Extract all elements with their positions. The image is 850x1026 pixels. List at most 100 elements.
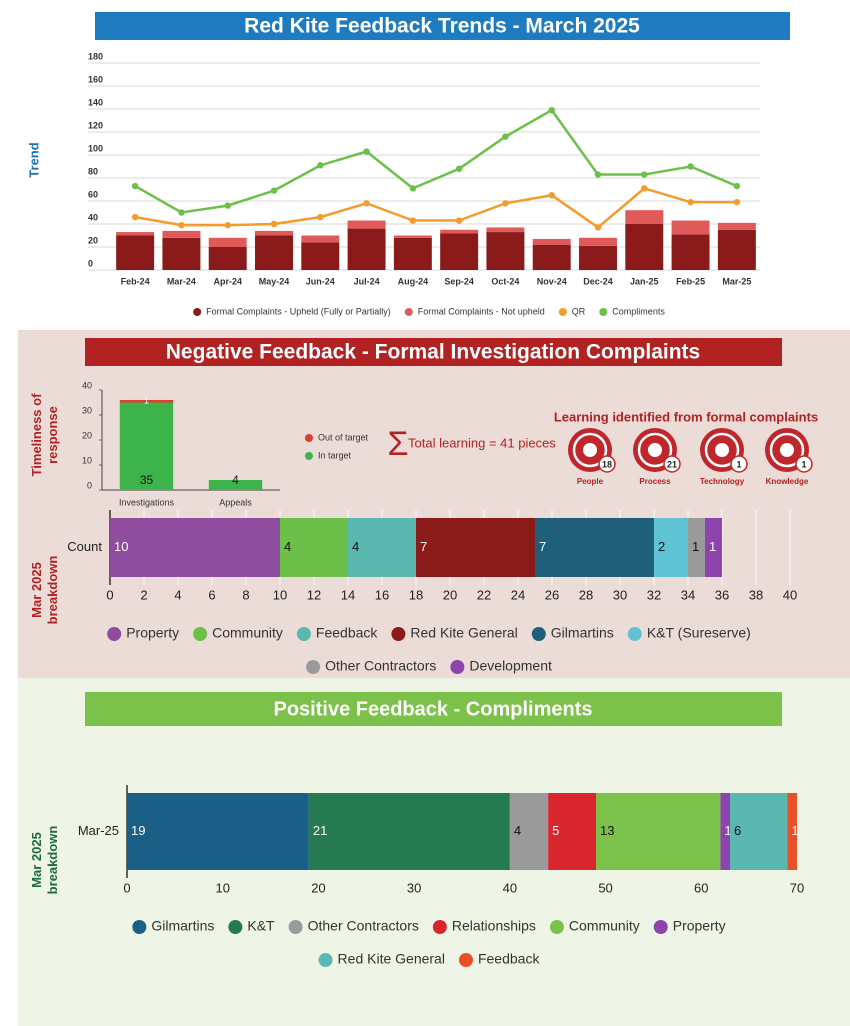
x-tick-label: 70 xyxy=(790,880,804,895)
legend-marker xyxy=(458,953,473,967)
x-tick-label: Mar-25 xyxy=(722,276,751,286)
count-label: 1 xyxy=(736,459,741,469)
line-marker xyxy=(270,187,278,194)
legend-item: Development xyxy=(450,658,552,674)
data-label: 1 xyxy=(144,396,149,406)
bar-segment xyxy=(416,518,535,577)
learning-icon-ring xyxy=(769,432,805,468)
data-label: 4 xyxy=(232,473,239,487)
line-marker xyxy=(594,171,602,178)
bar-segment xyxy=(548,793,596,870)
bar-segment xyxy=(440,233,479,270)
y-axis-label: Trend xyxy=(26,142,41,177)
legend-label: Gilmartins xyxy=(151,918,214,934)
data-label: 6 xyxy=(734,823,741,838)
line-marker xyxy=(548,106,555,114)
y-axis-label: Mar 2025 breakdown xyxy=(29,555,60,625)
y-tick-label: 180 xyxy=(88,51,103,61)
line-marker xyxy=(455,165,463,172)
line-marker xyxy=(131,213,139,221)
legend-label: K&T xyxy=(247,918,275,934)
data-label: 1 xyxy=(709,539,716,554)
bar-segment xyxy=(486,232,525,270)
chart-title: Red Kite Feedback Trends - March 2025 xyxy=(244,15,640,38)
section-title: Negative Feedback - Formal Investigation… xyxy=(166,341,700,364)
count-badge xyxy=(598,455,616,473)
legend-label: Property xyxy=(673,918,726,934)
legend-label: Formal Complaints - Not upheld xyxy=(418,306,545,316)
legend-item: Other Contractors xyxy=(306,658,436,674)
bar-segment xyxy=(116,235,155,270)
bar-segment xyxy=(116,232,155,236)
line-marker xyxy=(178,209,185,216)
y-tick-label: 10 xyxy=(82,455,92,465)
legend-item: Other Contractors xyxy=(288,918,419,934)
bar-segment xyxy=(705,518,722,577)
data-label: 19 xyxy=(131,823,145,838)
y-tick-label: 160 xyxy=(88,74,103,84)
learning-label: People xyxy=(577,477,604,486)
bar-segment xyxy=(671,234,710,270)
line-marker xyxy=(733,182,741,190)
section-title: Positive Feedback - Compliments xyxy=(274,698,593,720)
x-tick-label: 0 xyxy=(123,880,130,895)
legend-label: Red Kite General xyxy=(338,951,445,967)
bar-segment xyxy=(162,230,201,238)
y-tick-label: 40 xyxy=(88,212,98,222)
x-tick-label: 0 xyxy=(106,587,113,602)
learning-icon-glyph xyxy=(583,443,597,457)
legend-item: QR xyxy=(558,306,586,316)
line-marker xyxy=(178,221,185,229)
legend-label: Other Contractors xyxy=(308,918,419,934)
count-badge xyxy=(663,455,681,473)
line-marker xyxy=(733,198,741,206)
y-tick-label: Count xyxy=(67,539,102,554)
y-tick-label: 80 xyxy=(88,166,98,176)
count-label: 21 xyxy=(667,459,677,469)
bar-segment xyxy=(717,222,756,230)
legend-label: Other Contractors xyxy=(325,658,436,674)
data-label: 7 xyxy=(539,539,546,554)
legend-item: Red Kite General xyxy=(318,951,445,967)
bar-segment xyxy=(730,793,788,870)
bar-segment xyxy=(308,793,510,870)
legend-marker xyxy=(391,627,406,641)
x-tick-label: Feb-25 xyxy=(676,276,705,286)
x-tick-label: 28 xyxy=(579,587,593,602)
data-label: 7 xyxy=(420,539,427,554)
x-tick-label: 32 xyxy=(647,587,661,602)
y-tick-label: 20 xyxy=(82,430,92,440)
line-marker xyxy=(502,133,509,140)
bar-segment xyxy=(347,228,386,270)
legend-marker xyxy=(228,920,243,934)
bar-segment xyxy=(579,245,617,270)
line-marker xyxy=(409,217,417,224)
bar-segment xyxy=(486,227,525,233)
y-tick-label: 100 xyxy=(88,143,103,153)
legend-marker xyxy=(599,308,608,316)
bar-segment xyxy=(440,229,479,234)
bar-segment xyxy=(119,400,174,403)
legend-label: Relationships xyxy=(452,918,536,934)
x-tick-label: 30 xyxy=(613,587,627,602)
x-tick-label: Aug-24 xyxy=(398,276,429,286)
legend-item: Feedback xyxy=(458,951,540,967)
bar-segment xyxy=(127,793,309,870)
legend-marker xyxy=(558,308,567,316)
x-tick-label: 22 xyxy=(477,587,491,602)
line-marker xyxy=(687,163,694,170)
bar-segment xyxy=(348,518,416,577)
legend-item: K&T (Sureserve) xyxy=(627,625,751,641)
data-label: 5 xyxy=(552,823,559,838)
y-tick-label: 60 xyxy=(88,189,98,199)
line-marker xyxy=(687,198,694,206)
x-tick-label: Dec-24 xyxy=(583,276,613,286)
x-tick-label: Apr-24 xyxy=(213,276,242,286)
data-label: 1 xyxy=(724,823,731,838)
bar-segment xyxy=(688,518,705,577)
legend-marker xyxy=(549,920,564,934)
y-tick-label: 120 xyxy=(88,120,103,130)
bar-segment xyxy=(393,235,432,238)
x-tick-label: Feb-24 xyxy=(121,276,150,286)
